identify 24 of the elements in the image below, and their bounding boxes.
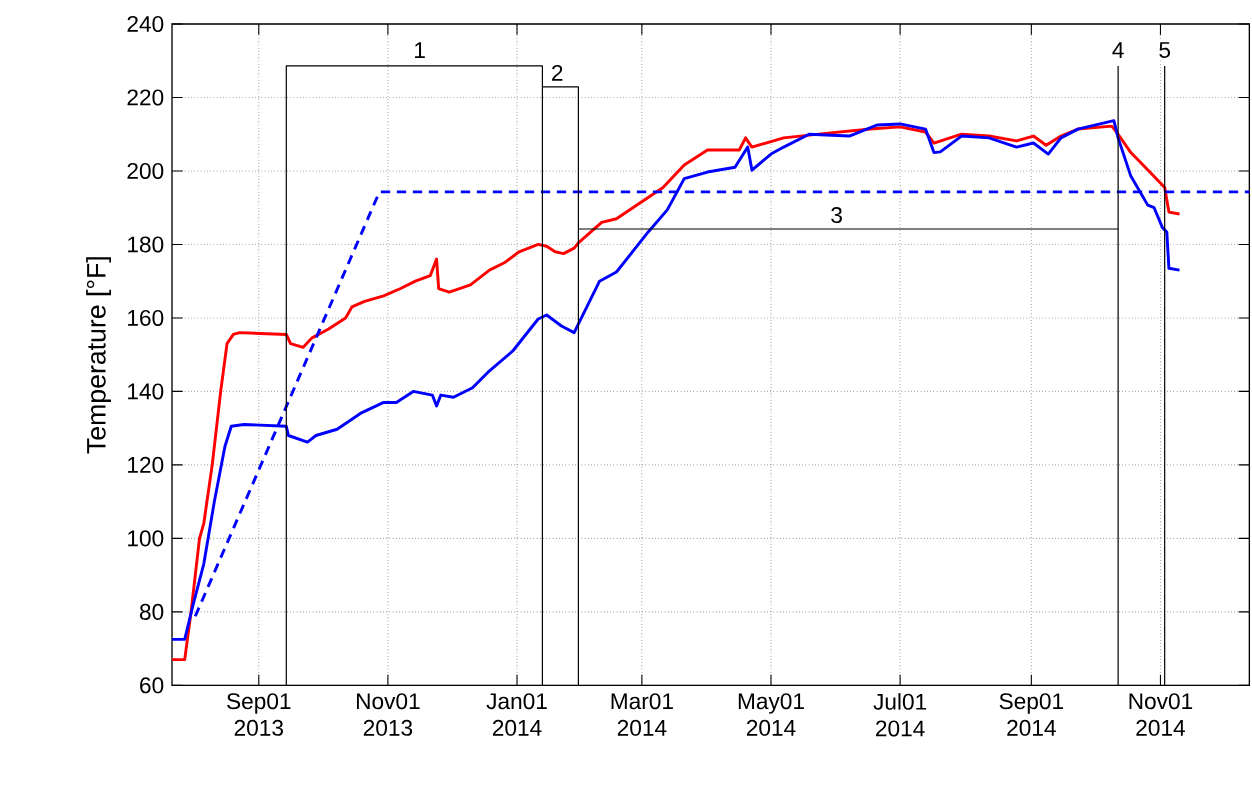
annotation: 1 <box>415 42 425 58</box>
y-tick-label: 240 <box>127 15 164 32</box>
y-tick-label: 140 <box>128 383 164 400</box>
y-tick-label: 200 <box>127 162 164 179</box>
x-tick-label: May01 2014 <box>738 692 804 736</box>
y-tick-label: 180 <box>128 236 164 253</box>
annotation: 2 <box>552 64 563 81</box>
x-tick-label: Jul01 2014 <box>873 693 927 737</box>
annotation: 5 <box>1159 42 1171 58</box>
x-tick-label: Sep01 2014 <box>999 692 1063 736</box>
x-tick-label: Jan01 2014 <box>486 692 547 736</box>
y-tick-label: 160 <box>128 309 164 326</box>
x-tick-label: Mar01 2014 <box>611 692 673 736</box>
x-tick-label: Nov01 2013 <box>356 692 420 736</box>
y-tick-label: 120 <box>128 456 164 473</box>
y-tick-label: 100 <box>128 530 164 547</box>
y-tick-label: 60 <box>140 677 164 694</box>
y-tick-label: 80 <box>139 603 164 620</box>
x-tick-label: Sep01 2013 <box>227 692 291 736</box>
y-axis-title: Temperature [°F] <box>86 257 111 454</box>
annotation: 4 <box>1112 42 1124 58</box>
annotation: 3 <box>831 206 842 223</box>
y-tick-label: 220 <box>127 89 164 106</box>
x-tick-label: Nov01 2014 <box>1129 692 1193 736</box>
